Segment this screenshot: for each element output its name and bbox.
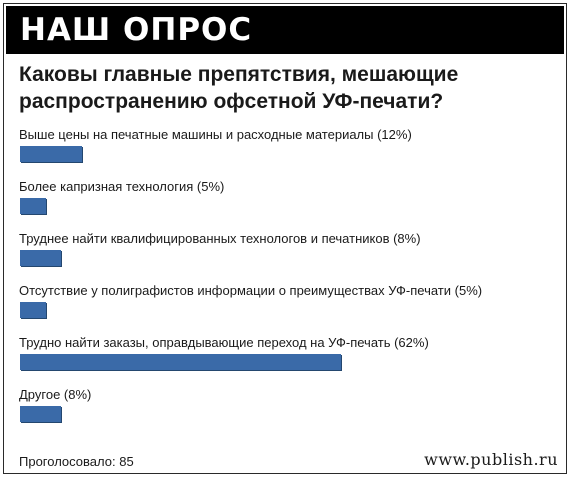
poll-frame	[3, 3, 567, 474]
poll-option-label: Выше цены на печатные машины и расходные…	[19, 127, 412, 142]
poll-option-label: Более капризная технология (5%)	[19, 179, 225, 194]
poll-option-bar	[20, 198, 46, 214]
poll-option-label: Трудно найти заказы, оправдывающие перех…	[19, 335, 429, 350]
poll-option-bar	[20, 302, 46, 318]
poll-option-label: Отсутствие у полиграфистов информации о …	[19, 283, 483, 298]
poll-question: Каковы главные препятствия, мешающие рас…	[19, 63, 459, 113]
poll-option-bar	[20, 406, 61, 422]
poll-option-label: Другое (8%)	[19, 387, 92, 402]
vote-count: Проголосовало: 85	[19, 454, 134, 469]
poll-option-label: Труднее найти квалифицированных технолог…	[19, 231, 421, 246]
poll-banner: НАШ ОПРОС	[6, 6, 564, 54]
poll-option-bar	[20, 354, 341, 370]
poll-option-bar	[20, 250, 61, 266]
poll-title: НАШ ОПРОС	[20, 12, 253, 48]
poll-option-bar	[20, 146, 82, 162]
site-url: www.publish.ru	[424, 450, 558, 469]
